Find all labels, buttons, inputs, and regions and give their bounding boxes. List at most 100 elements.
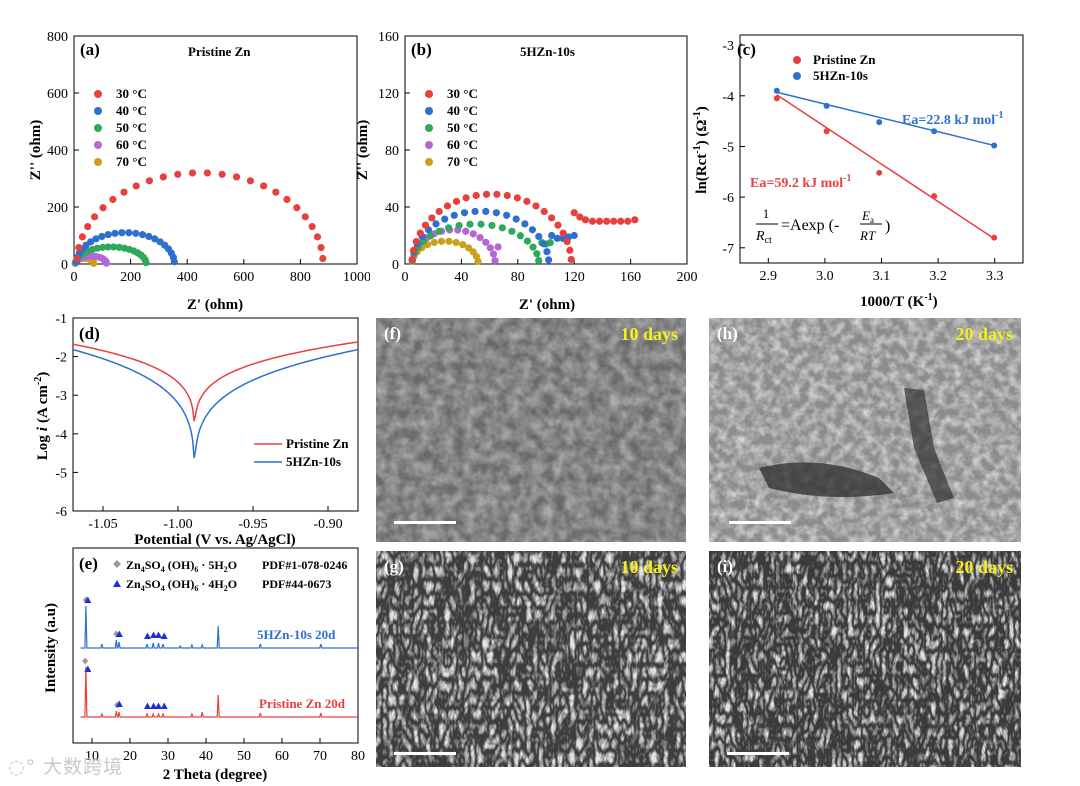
- y-label-i: i: [35, 426, 51, 431]
- ea-5hzn-sup: -1: [995, 110, 1003, 121]
- y-tick-label: 40: [385, 201, 399, 216]
- fit-line: [776, 91, 995, 147]
- y-tick-label: -4: [722, 90, 734, 105]
- y-tick-label: -5: [722, 140, 734, 155]
- x-tick-label: 80: [511, 270, 525, 285]
- y-tick-label: 0: [61, 258, 68, 273]
- data-point: [548, 231, 556, 240]
- phase-triangle-marker: [160, 632, 168, 639]
- legend-label: 60 °C: [116, 137, 147, 152]
- phase1-o: O: [228, 558, 237, 572]
- x-tick-label: 160: [620, 270, 641, 285]
- arrhenius-equation: 1 Rct =Aexp (- Ea RT ): [755, 206, 890, 246]
- phase2-o: O: [228, 577, 237, 591]
- phase1-oh: (OH): [165, 558, 195, 572]
- chart-c: (c) 1000/T (K-1) ln(Rct-1) (Ω-1) Ea=22.8…: [692, 34, 1024, 310]
- data-point: [188, 169, 197, 177]
- data-point: [459, 241, 467, 249]
- phase-triangle-marker: [150, 702, 158, 709]
- watermark-text: 大数跨境: [43, 756, 124, 778]
- data-point: [512, 215, 520, 223]
- xrd-pattern: [80, 605, 358, 649]
- data-point: [111, 229, 119, 237]
- legend-marker: [94, 107, 102, 115]
- x-tick-label: 600: [233, 270, 254, 285]
- ea-annotation-pristine: Ea=59.2 kJ mol-1: [750, 173, 852, 191]
- data-point: [430, 238, 438, 247]
- data-point: [570, 231, 578, 240]
- data-point: [301, 213, 309, 221]
- data-point: [488, 221, 496, 230]
- phase-triangle-marker: [155, 631, 162, 638]
- data-point: [313, 233, 322, 241]
- data-point: [432, 220, 440, 228]
- data-point: [493, 190, 501, 198]
- legend-marker: [425, 141, 433, 149]
- phase2-sub3: 6: [194, 584, 198, 593]
- data-point: [469, 230, 477, 238]
- data-point: [441, 215, 449, 223]
- data-point: [494, 243, 502, 251]
- data-point: [102, 259, 111, 267]
- data-point: [566, 246, 574, 254]
- legend-marker: [94, 90, 102, 98]
- data-point: [73, 254, 81, 263]
- data-point: [170, 258, 178, 266]
- sem-texture-i: [709, 551, 1021, 767]
- x-tick-label: 30: [161, 749, 175, 764]
- fit-line: [776, 94, 995, 240]
- data-point: [84, 222, 92, 231]
- data-point: [876, 169, 883, 176]
- y-tick-label: -7: [722, 242, 734, 257]
- sem-days-label: 10 days: [620, 324, 678, 344]
- x-tick-label: 200: [677, 270, 698, 285]
- data-point: [232, 173, 241, 181]
- data-point: [98, 232, 106, 241]
- data-point: [931, 193, 938, 200]
- data-point: [823, 102, 830, 109]
- x-tick-label: 3.2: [929, 269, 947, 284]
- data-point: [486, 244, 494, 252]
- x-tick-label: 20: [123, 749, 137, 764]
- axes-frame: [72, 317, 359, 512]
- xrd-pattern: [80, 666, 358, 718]
- data-point: [174, 170, 182, 178]
- data-point: [118, 229, 126, 237]
- data-point: [543, 248, 551, 256]
- chart-title: 5HZn-10s: [520, 44, 575, 59]
- data-point: [427, 232, 435, 240]
- x-tick-label: 800: [290, 270, 311, 285]
- y-axis-label: Z'' (ohm): [355, 120, 371, 180]
- phase1-so: SO: [145, 558, 161, 572]
- data-point: [513, 194, 521, 202]
- data-point: [99, 243, 107, 251]
- chart-a: (a) Pristine Zn Z' (ohm) Z'' (ohm) 0 200 4…: [28, 30, 370, 313]
- legend-marker: [425, 124, 433, 132]
- data-point: [218, 170, 226, 178]
- y-axis-label: Log i (A cm-2): [33, 372, 51, 460]
- phase-triangle-marker: [115, 630, 123, 637]
- data-point: [516, 232, 524, 240]
- eq-denominator: Rct: [755, 229, 772, 246]
- data-point: [92, 235, 100, 243]
- phase1-sub1: 4: [141, 565, 145, 574]
- phase1-sub3: 6: [194, 565, 198, 574]
- data-point: [624, 217, 632, 225]
- legend-e-phase2: Zn4SO4 (OH)6 · 4H2O: [126, 577, 237, 593]
- phase-triangle-marker: [84, 596, 92, 603]
- y-tick-label: -3: [722, 39, 734, 54]
- data-point: [546, 239, 554, 247]
- data-point: [99, 204, 107, 212]
- sem-texture-f: [376, 318, 686, 542]
- y-tick-label: -3: [55, 389, 67, 404]
- scale-bar: [394, 521, 456, 524]
- data-point: [246, 177, 255, 185]
- data-point: [151, 235, 159, 243]
- y-tick-label: -2: [55, 351, 67, 366]
- data-point: [319, 254, 327, 263]
- data-point: [472, 191, 480, 200]
- sem-panel-label: (h): [717, 324, 738, 343]
- data-point: [503, 191, 511, 200]
- legend-label: 30 °C: [116, 86, 147, 101]
- x-tick-label: 0: [402, 270, 409, 285]
